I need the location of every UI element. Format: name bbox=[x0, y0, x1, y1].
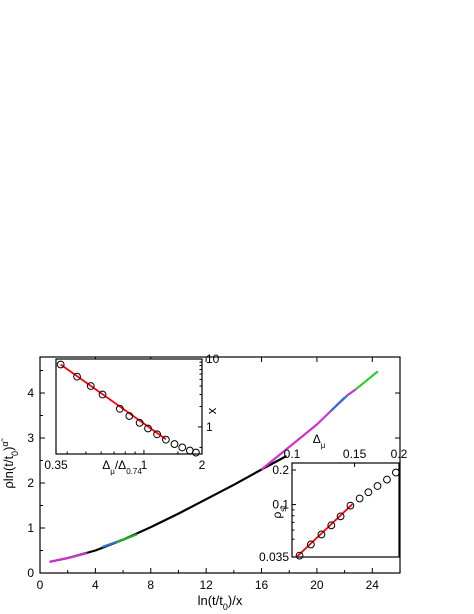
inset-left-point bbox=[144, 424, 152, 433]
y-tick-label: 1 bbox=[27, 521, 34, 535]
inset-left-point bbox=[153, 430, 161, 439]
inset-right-y-tick-label: 0.1 bbox=[272, 498, 289, 512]
inset-right-y-tick-label: 0.2 bbox=[272, 463, 289, 477]
inset-left-fit-line bbox=[60, 363, 167, 440]
inset-left-y-tick-label: 1 bbox=[206, 420, 213, 434]
inset-right-point bbox=[336, 512, 345, 521]
inset-right-point bbox=[295, 551, 304, 560]
inset-left-point bbox=[98, 390, 107, 399]
inset-right-fit-line bbox=[295, 503, 354, 558]
inset-right-y-tick-label: 0.035 bbox=[259, 550, 289, 564]
inset-right-xlabel: Δμ bbox=[313, 432, 326, 450]
y-tick-label: 0 bbox=[27, 566, 34, 580]
inset-right-point bbox=[355, 494, 364, 503]
inset-left-point bbox=[86, 382, 95, 390]
series-line bbox=[355, 370, 379, 391]
inset-left-point bbox=[73, 372, 81, 381]
inset-right-point bbox=[327, 521, 336, 530]
inset-left-point bbox=[170, 440, 179, 448]
inset-left-point bbox=[115, 404, 124, 413]
inset-right-point bbox=[306, 540, 315, 549]
inset-left: 0.35 1 2 1 10 Δμ/Δ0.74 x bbox=[44, 352, 219, 476]
inset-left-ylabel: x bbox=[204, 407, 219, 414]
inset-left-x-tick-label: 1 bbox=[141, 458, 148, 472]
inset-left-point bbox=[56, 360, 65, 369]
inset-right-point bbox=[317, 530, 326, 539]
main-xlabel: ln(t/t0)/x bbox=[198, 593, 243, 612]
y-tick-label: 3 bbox=[27, 431, 34, 445]
y-tick-label: 2 bbox=[27, 476, 34, 490]
series-line bbox=[49, 552, 88, 563]
x-tick-label: 4 bbox=[92, 578, 99, 592]
inset-left-point bbox=[125, 412, 134, 420]
inset-left-point bbox=[135, 418, 144, 427]
inset-right-ticks: 0.1 0.15 0.2 0.035 0.1 0.2 bbox=[259, 447, 408, 564]
x-tick-label: 12 bbox=[199, 578, 213, 592]
x-tick-label: 8 bbox=[147, 578, 154, 592]
series-line bbox=[346, 388, 357, 397]
inset-left-ticks: 0.35 1 2 1 10 bbox=[44, 352, 219, 472]
x-tick-label: 24 bbox=[366, 578, 380, 592]
main-ylabel: ρln(t/t0)α̃ bbox=[0, 437, 20, 488]
inset-right-point bbox=[373, 482, 382, 490]
inset-right-point bbox=[364, 488, 373, 497]
series-line bbox=[260, 396, 346, 471]
series-line bbox=[330, 394, 349, 412]
inset-right-x-tick-label: 0.2 bbox=[391, 447, 408, 461]
inset-right: 0.1 0.15 0.2 0.035 0.1 0.2 Δμ ρst bbox=[259, 432, 408, 564]
x-tick-label: 16 bbox=[255, 578, 269, 592]
inset-right-x-tick-label: 0.1 bbox=[284, 447, 301, 461]
inset-right-point bbox=[346, 501, 355, 510]
main-plot-frame bbox=[39, 356, 401, 574]
inset-right-point bbox=[391, 468, 400, 477]
inset-left-point bbox=[192, 448, 200, 457]
inset-right-x-tick-label: 0.15 bbox=[343, 447, 367, 461]
inset-left-point bbox=[178, 443, 187, 452]
series-line bbox=[49, 455, 288, 563]
inset-left-xlabel: Δμ/Δ0.74 bbox=[102, 458, 142, 476]
inset-right-marks bbox=[295, 468, 400, 560]
inset-left-point bbox=[162, 435, 170, 444]
inset-left-marks bbox=[56, 360, 200, 457]
main-series bbox=[49, 370, 379, 563]
x-tick-label: 20 bbox=[310, 578, 324, 592]
inset-right-point bbox=[383, 475, 391, 484]
inset-left-x-tick-label: 2 bbox=[199, 458, 206, 472]
x-tick-label: 0 bbox=[37, 578, 44, 592]
inset-left-y-tick-label: 10 bbox=[206, 352, 220, 366]
inset-left-x-tick-label: 0.35 bbox=[44, 458, 68, 472]
series-line bbox=[115, 533, 138, 544]
inset-right-ylabel: ρst bbox=[270, 505, 288, 519]
y-tick-label: 4 bbox=[27, 386, 34, 400]
